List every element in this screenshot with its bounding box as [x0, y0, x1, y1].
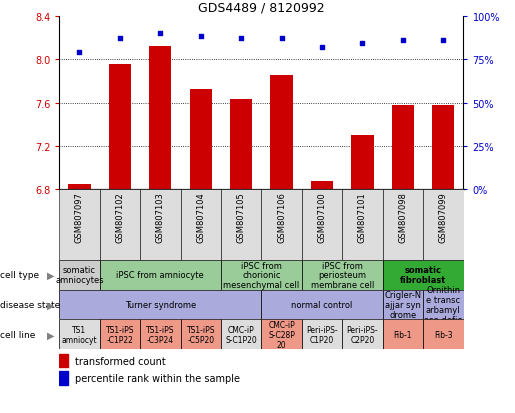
Bar — [230, 100, 252, 190]
Bar — [351, 136, 373, 190]
Text: Ornithin
e transc
arbamyl
ase defic: Ornithin e transc arbamyl ase defic — [424, 286, 462, 324]
Bar — [423, 190, 464, 260]
Text: GSM807100: GSM807100 — [318, 192, 327, 243]
Text: cell line: cell line — [0, 330, 36, 339]
Text: TS1-iPS
-C1P22: TS1-iPS -C1P22 — [106, 325, 134, 344]
Bar — [383, 290, 423, 320]
Text: disease state: disease state — [0, 300, 60, 309]
Bar — [100, 320, 140, 349]
Bar — [100, 190, 140, 260]
Bar — [59, 290, 261, 320]
Bar — [59, 371, 68, 385]
Point — [318, 45, 326, 51]
Bar — [261, 320, 302, 349]
Point — [116, 36, 124, 43]
Point — [439, 38, 448, 44]
Point — [237, 36, 245, 43]
Text: Fib-3: Fib-3 — [434, 330, 453, 339]
Bar — [149, 47, 171, 190]
Bar — [59, 354, 68, 368]
Bar — [59, 320, 100, 349]
Text: somatic
fibroblast: somatic fibroblast — [400, 266, 447, 285]
Text: Peri-iPS-
C1P20: Peri-iPS- C1P20 — [306, 325, 338, 344]
Title: GDS4489 / 8120992: GDS4489 / 8120992 — [198, 1, 324, 14]
Text: GSM807098: GSM807098 — [399, 192, 407, 243]
Point — [399, 38, 407, 44]
Bar — [59, 260, 100, 290]
Text: TS1
amniocyt: TS1 amniocyt — [62, 325, 97, 344]
Text: CMC-iP
S-C28P
20: CMC-iP S-C28P 20 — [268, 320, 295, 349]
Text: ▶: ▶ — [46, 270, 54, 280]
Bar — [342, 320, 383, 349]
Bar — [140, 190, 180, 260]
Text: ▶: ▶ — [46, 330, 54, 339]
Bar — [221, 320, 261, 349]
Text: iPSC from amniocyte: iPSC from amniocyte — [116, 271, 204, 280]
Text: GSM807097: GSM807097 — [75, 192, 84, 243]
Text: TS1-iPS
-C5P20: TS1-iPS -C5P20 — [186, 325, 215, 344]
Text: normal control: normal control — [291, 300, 353, 309]
Text: GSM807105: GSM807105 — [237, 192, 246, 243]
Bar — [302, 190, 342, 260]
Bar — [180, 190, 221, 260]
Bar — [109, 65, 131, 190]
Bar — [261, 190, 302, 260]
Bar — [383, 320, 423, 349]
Text: GSM807102: GSM807102 — [115, 192, 124, 243]
Point — [156, 31, 164, 37]
Text: iPSC from
periosteum
membrane cell: iPSC from periosteum membrane cell — [311, 261, 374, 289]
Bar — [383, 260, 464, 290]
Bar — [432, 105, 454, 190]
Text: GSM807099: GSM807099 — [439, 192, 448, 243]
Bar — [302, 260, 383, 290]
Point — [358, 41, 367, 47]
Bar — [392, 105, 414, 190]
Text: CMC-iP
S-C1P20: CMC-iP S-C1P20 — [225, 325, 257, 344]
Bar — [190, 90, 212, 190]
Text: Peri-iPS-
C2P20: Peri-iPS- C2P20 — [347, 325, 378, 344]
Bar — [180, 320, 221, 349]
Point — [75, 50, 83, 56]
Text: Fib-1: Fib-1 — [393, 330, 412, 339]
Bar — [311, 181, 333, 190]
Bar — [423, 320, 464, 349]
Text: ▶: ▶ — [46, 300, 54, 310]
Text: GSM807104: GSM807104 — [196, 192, 205, 243]
Text: somatic
amniocytes: somatic amniocytes — [55, 266, 104, 285]
Text: GSM807101: GSM807101 — [358, 192, 367, 243]
Bar — [383, 190, 423, 260]
Text: transformed count: transformed count — [75, 356, 165, 366]
Text: cell type: cell type — [0, 271, 39, 280]
Bar — [140, 320, 181, 349]
Bar — [342, 190, 383, 260]
Bar — [68, 185, 91, 190]
Text: iPSC from
chorionic
mesenchymal cell: iPSC from chorionic mesenchymal cell — [223, 261, 300, 289]
Text: Crigler-N
ajjar syn
drome: Crigler-N ajjar syn drome — [384, 291, 421, 319]
Bar — [270, 76, 293, 190]
Bar — [221, 190, 261, 260]
Bar — [261, 290, 383, 320]
Bar — [302, 320, 342, 349]
Text: percentile rank within the sample: percentile rank within the sample — [75, 373, 239, 383]
Bar — [59, 190, 100, 260]
Point — [278, 36, 286, 43]
Bar — [100, 260, 221, 290]
Point — [197, 34, 205, 40]
Text: TS1-iPS
-C3P24: TS1-iPS -C3P24 — [146, 325, 175, 344]
Bar — [423, 290, 464, 320]
Text: Turner syndrome: Turner syndrome — [125, 300, 196, 309]
Text: GSM807106: GSM807106 — [277, 192, 286, 243]
Bar — [221, 260, 302, 290]
Text: GSM807103: GSM807103 — [156, 192, 165, 243]
